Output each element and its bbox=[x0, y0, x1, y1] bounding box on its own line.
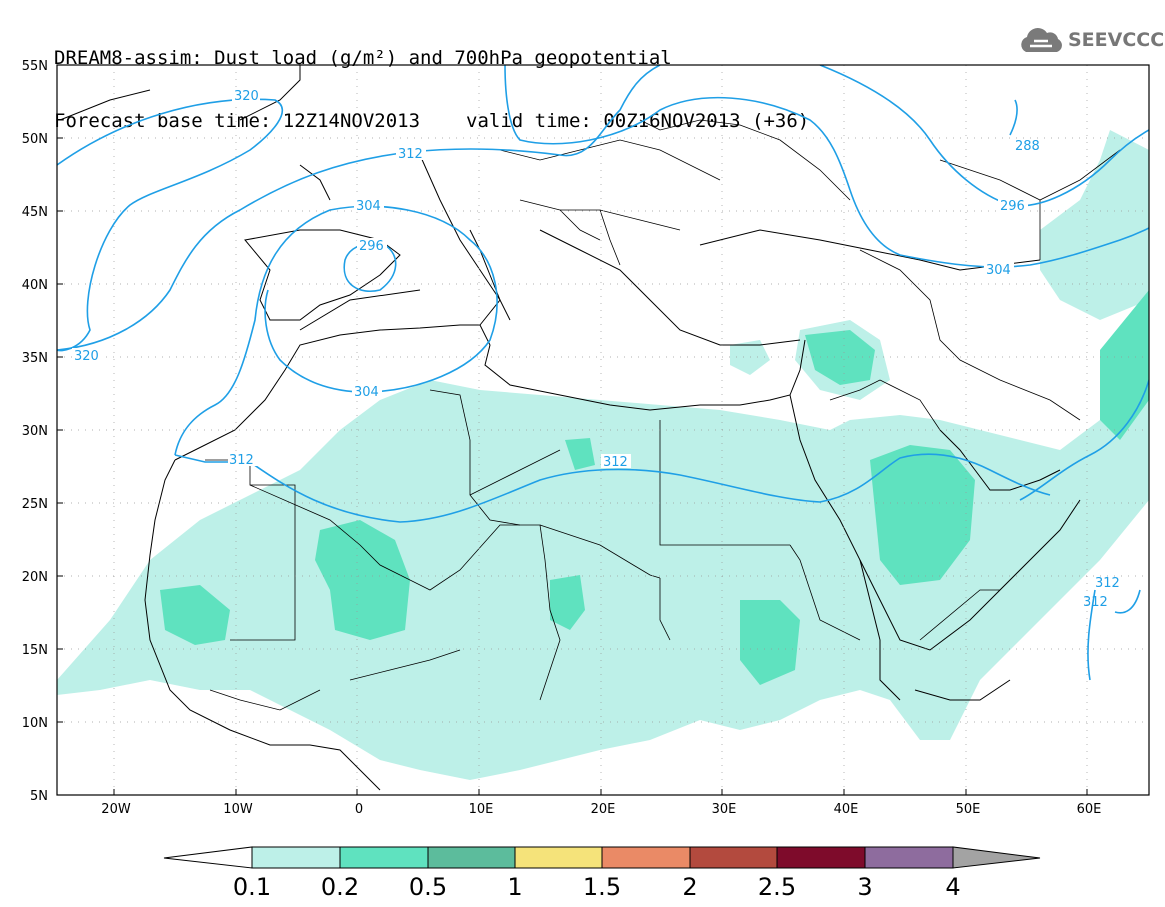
contour-label: 296 bbox=[1000, 199, 1025, 214]
colorbar-label: 2 bbox=[682, 873, 698, 901]
colorbar-swatch bbox=[427, 846, 516, 869]
contour-labels: 320 312 304 296 304 320 312 288 296 304 … bbox=[72, 88, 1120, 610]
contour-label: 320 bbox=[74, 349, 99, 364]
colorbar-label: 0.2 bbox=[320, 873, 360, 901]
base-time-label: Forecast base time: 12Z14NOV2013 bbox=[54, 110, 421, 132]
colorbar-swatch bbox=[251, 846, 341, 869]
colorbar-label: 0.1 bbox=[232, 873, 272, 901]
valid-time-label: valid time: 00Z16NOV2013 (+36) bbox=[466, 110, 810, 132]
contour-label: 304 bbox=[356, 199, 381, 214]
seevccc-logo: SEEVCCC bbox=[1018, 26, 1164, 56]
lon-tick-label: 10W bbox=[223, 802, 253, 817]
lat-tick-label: 5N bbox=[30, 789, 48, 804]
lon-tick-label: 0 bbox=[355, 802, 363, 817]
colorbar-swatch bbox=[339, 846, 429, 869]
tick-marks bbox=[57, 137, 1088, 795]
lon-tick-label: 10E bbox=[469, 802, 494, 817]
lat-tick-label: 45N bbox=[22, 205, 48, 220]
gridlines bbox=[57, 65, 1149, 795]
lon-tick-label: 60E bbox=[1077, 802, 1102, 817]
colorbar-high-arrow bbox=[952, 846, 1041, 869]
contour-label: 312 bbox=[1083, 595, 1108, 610]
lon-tick-label: 40E bbox=[834, 802, 859, 817]
time-line: Forecast base time: 12Z14NOV2013 valid ti… bbox=[54, 111, 809, 132]
cloud-icon bbox=[1021, 28, 1062, 52]
lon-tick-label: 20E bbox=[591, 802, 616, 817]
colorbar-swatch bbox=[689, 846, 778, 869]
colorbar-label: 3 bbox=[857, 873, 873, 901]
colorbar-label: 1 bbox=[507, 873, 523, 901]
map-header: DREAM8-assim: Dust load (g/m²) and 700hP… bbox=[54, 6, 809, 153]
lon-tick-label: 50E bbox=[956, 802, 981, 817]
contour-label: 296 bbox=[359, 239, 384, 254]
contour-label: 312 bbox=[1095, 576, 1120, 591]
colorbar-label: 0.5 bbox=[408, 873, 448, 901]
lon-axis-labels: 20W 10W 0 10E 20E 30E 40E 50E 60E bbox=[101, 802, 1101, 817]
lat-tick-label: 55N bbox=[22, 59, 48, 74]
lat-tick-label: 35N bbox=[22, 351, 48, 366]
colorbar-swatch bbox=[514, 846, 603, 869]
lat-tick-label: 40N bbox=[22, 278, 48, 293]
contour-label: 304 bbox=[354, 385, 379, 400]
lat-tick-label: 30N bbox=[22, 424, 48, 439]
contour-label: 320 bbox=[234, 89, 259, 104]
colorbar bbox=[163, 846, 1041, 869]
colorbar-swatch bbox=[864, 846, 954, 869]
lat-tick-label: 50N bbox=[22, 132, 48, 147]
colorbar-swatch bbox=[601, 846, 691, 869]
lon-tick-label: 20W bbox=[101, 802, 131, 817]
map-title: DREAM8-assim: Dust load (g/m²) and 700hP… bbox=[54, 47, 672, 69]
lat-tick-label: 15N bbox=[22, 643, 48, 658]
dust-shading-medium bbox=[160, 290, 1149, 685]
lat-axis-labels: 55N 50N 45N 40N 35N 30N 25N 20N 15N 10N … bbox=[22, 59, 48, 804]
contour-label: 312 bbox=[603, 455, 628, 470]
logo-text: SEEVCCC bbox=[1068, 29, 1165, 51]
colorbar-label: 4 bbox=[945, 873, 961, 901]
lat-tick-label: 25N bbox=[22, 497, 48, 512]
colorbar-label: 1.5 bbox=[582, 873, 622, 901]
lat-tick-label: 20N bbox=[22, 570, 48, 585]
lat-tick-label: 10N bbox=[22, 716, 48, 731]
colorbar-low-arrow bbox=[163, 846, 253, 869]
contour-label: 304 bbox=[986, 263, 1011, 278]
contour-label: 288 bbox=[1015, 139, 1040, 154]
map-area: 320 312 304 296 304 320 312 288 296 304 … bbox=[57, 65, 1149, 795]
contour-label: 312 bbox=[229, 453, 254, 468]
contour-label: 312 bbox=[398, 147, 423, 162]
lon-tick-label: 30E bbox=[712, 802, 737, 817]
colorbar-swatch bbox=[776, 846, 866, 869]
geopotential-contours bbox=[57, 65, 1149, 681]
colorbar-label: 2.5 bbox=[757, 873, 797, 901]
